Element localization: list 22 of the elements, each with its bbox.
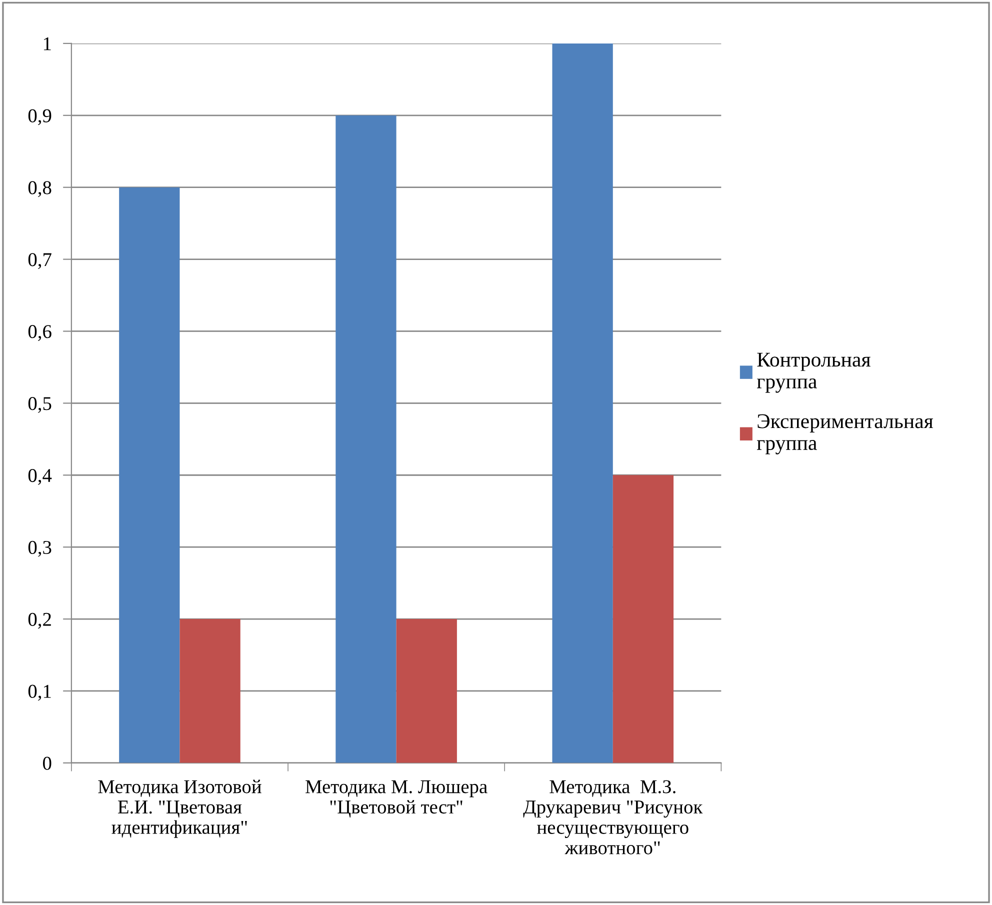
y-tick-label: 0,4: [28, 468, 52, 485]
bar: [396, 619, 457, 763]
legend-label: Экспериментальная группа: [756, 414, 934, 454]
y-tick-label: 0: [43, 756, 52, 770]
y-tick-label: 0,1: [28, 684, 51, 701]
y-tick-label: 0,9: [28, 109, 52, 126]
bar: [119, 187, 180, 763]
bar: [336, 115, 396, 763]
bar: [612, 475, 674, 763]
bar: [552, 43, 613, 763]
y-tick-label: 0,2: [28, 612, 51, 629]
x-tick-label: Методика Изотовой Е.И. "Цветовая идентификация": [98, 780, 262, 838]
x-tick-label: Методика М.З. Друкаревич "Рисунок несуществующего животного": [523, 780, 703, 854]
y-tick-label: 0,6: [28, 325, 52, 341]
bar: [180, 619, 240, 763]
y-tick-label: 0,8: [28, 181, 52, 198]
x-tick-label: Методика М. Люшера "Цветовой тест": [306, 780, 488, 818]
y-tick-label: 0,7: [28, 253, 52, 270]
legend-label: Контрольная группа: [756, 352, 870, 393]
y-tick-label: 1: [44, 37, 51, 50]
y-tick-label: 0,3: [28, 540, 52, 557]
y-tick-label: 0,5: [28, 396, 52, 413]
